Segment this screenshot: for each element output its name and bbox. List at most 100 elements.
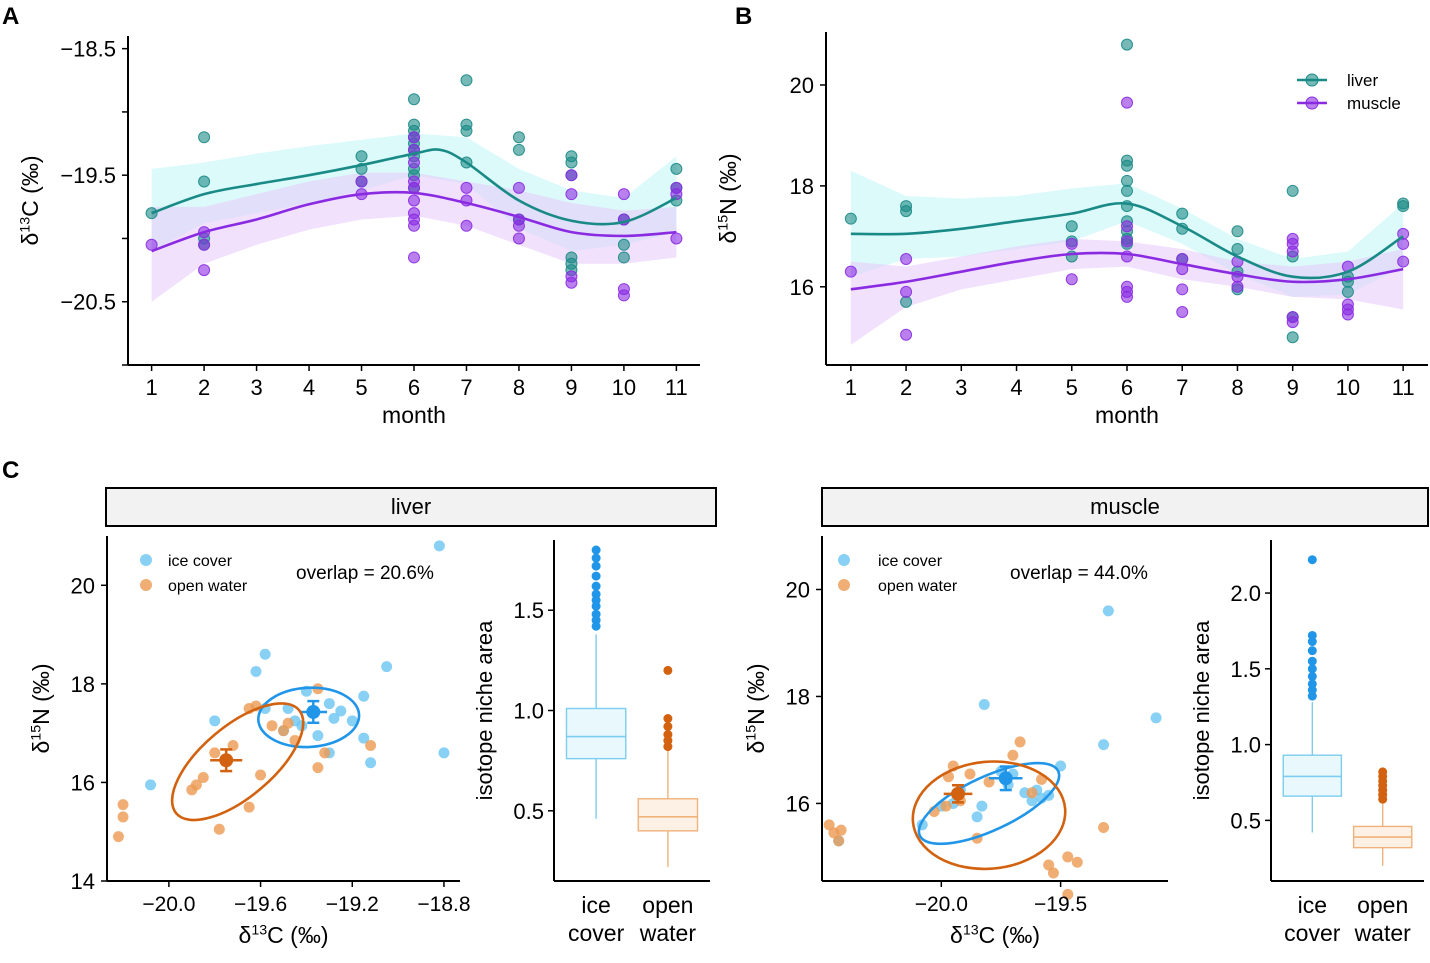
point-open-water	[112, 831, 124, 843]
boxplot-outlier	[591, 581, 601, 591]
point-ice-cover	[381, 661, 393, 673]
x-axis-label: month	[1095, 402, 1159, 428]
point-open-water	[1098, 822, 1110, 834]
point-liver	[844, 212, 857, 225]
boxplot-outlier	[1307, 664, 1317, 674]
mean-point-open-water	[219, 753, 234, 768]
point-muscle	[198, 264, 211, 277]
x-tick-label: 7	[460, 375, 472, 400]
x-tick-label: 11	[665, 375, 688, 400]
fit-line-liver	[151, 148, 677, 226]
boxplot-outlier	[663, 665, 673, 675]
point-ice-cover	[209, 715, 221, 727]
point-liver	[1231, 225, 1244, 238]
point-open-water	[117, 799, 129, 811]
boxplot-outlier	[663, 722, 673, 732]
point-ice-cover	[1102, 605, 1114, 617]
x-tick-label: 6	[1121, 375, 1133, 400]
point-open-water	[1026, 787, 1038, 799]
fit-line-muscle	[151, 190, 677, 253]
point-open-water	[964, 768, 976, 780]
point-muscle	[1065, 237, 1078, 250]
boxplot-outlier	[591, 609, 601, 619]
ci-band-muscle	[151, 172, 677, 302]
point-muscle	[670, 188, 683, 201]
boxplot-outlier	[591, 545, 601, 555]
point-open-water	[213, 823, 225, 835]
point-muscle	[565, 276, 578, 289]
point-ice-cover	[358, 732, 370, 744]
point-ice-cover	[346, 715, 358, 727]
point-ice-cover	[323, 698, 335, 710]
point-ice-cover	[971, 811, 983, 823]
x-tick-label: 4	[303, 375, 315, 400]
point-open-water	[1007, 749, 1019, 761]
x-tick-label: 5	[355, 375, 367, 400]
point-liver	[1121, 159, 1133, 172]
point-liver	[1341, 285, 1354, 298]
facet-strip-liver	[105, 487, 717, 527]
panel-C-muscle: −20.0 −19.5 16 18 20 δ13C (‰) δ15N (‰) 0.5 1.0 1.…	[743, 555, 1413, 948]
point-muscle	[408, 219, 420, 232]
point-liver	[198, 175, 211, 188]
point-open-water	[319, 747, 331, 759]
point-liver	[900, 200, 913, 213]
point-liver	[670, 162, 683, 175]
point-ice-cover	[1026, 795, 1038, 807]
point-muscle	[1121, 96, 1133, 109]
boxplot-x-label-line2: cover	[568, 920, 625, 946]
point-liver	[617, 238, 630, 251]
point-muscle	[1341, 308, 1354, 321]
point-muscle	[1397, 237, 1410, 250]
point-liver	[1176, 207, 1189, 220]
point-muscle	[900, 285, 913, 298]
point-open-water	[266, 720, 278, 732]
point-open-water	[835, 824, 847, 836]
point-open-water	[365, 739, 377, 751]
boxplot-outlier	[1307, 671, 1317, 681]
y-tick-label: 16	[786, 791, 810, 816]
point-muscle	[565, 188, 578, 201]
x-tick-label: 4	[1010, 375, 1022, 400]
x-tick-label: 1	[845, 375, 857, 400]
panel-A: 1 2 3 4 5 6 7 8 9 10 11 −18.5 −19.5 −20.5 month δ13C (‰…	[17, 37, 688, 428]
boxplot-y-tick-label: 2.0	[1230, 581, 1261, 606]
point-liver	[460, 124, 473, 137]
point-muscle	[1121, 290, 1133, 303]
boxplot-box	[637, 798, 699, 832]
point-liver	[460, 74, 473, 87]
fit-line-liver	[850, 201, 1404, 280]
x-tick-label: 7	[1176, 375, 1188, 400]
boxplot-x-label-line2: water	[639, 920, 697, 946]
point-open-water	[833, 835, 845, 847]
y-tick-label: 20	[790, 73, 814, 98]
niche-ellipse-open-water	[911, 760, 1067, 871]
point-liver	[1121, 184, 1133, 197]
mean-point-ice-cover	[306, 704, 321, 719]
facet-title-liver: liver	[391, 494, 431, 519]
boxplot-outlier	[663, 730, 673, 740]
point-ice-cover	[328, 712, 340, 724]
point-muscle	[1397, 255, 1410, 268]
boxplot-y-axis-label: isotope niche area	[472, 620, 497, 801]
legend-open-marker-muscle	[838, 579, 850, 591]
legend-ice-marker-muscle	[838, 554, 850, 566]
point-muscle	[408, 251, 420, 264]
panel-C-liver: −20.0 −19.6 −19.2 −18.8 14 16 18 20 δ13C (‰) δ15N…	[28, 540, 699, 948]
legend-open-label-liver: open water	[168, 578, 248, 595]
x-axis-label: δ13C (‰)	[950, 922, 1040, 948]
x-tick-label: 3	[250, 375, 262, 400]
point-open-water	[1047, 867, 1059, 879]
point-muscle	[1176, 283, 1189, 296]
point-ice-cover	[259, 648, 271, 660]
point-muscle	[900, 253, 913, 266]
y-tick-label: 16	[790, 275, 814, 300]
boxplot-x-label-line1: open	[642, 892, 693, 918]
point-muscle	[1231, 280, 1244, 293]
overlap-label-muscle: overlap = 44.0%	[1010, 563, 1148, 584]
y-axis-label: δ15N (‰)	[743, 664, 769, 754]
point-ice-cover	[312, 730, 324, 742]
point-muscle	[1121, 235, 1133, 248]
legend-liver-marker	[1305, 73, 1319, 87]
mean-point-open-water	[951, 786, 966, 801]
